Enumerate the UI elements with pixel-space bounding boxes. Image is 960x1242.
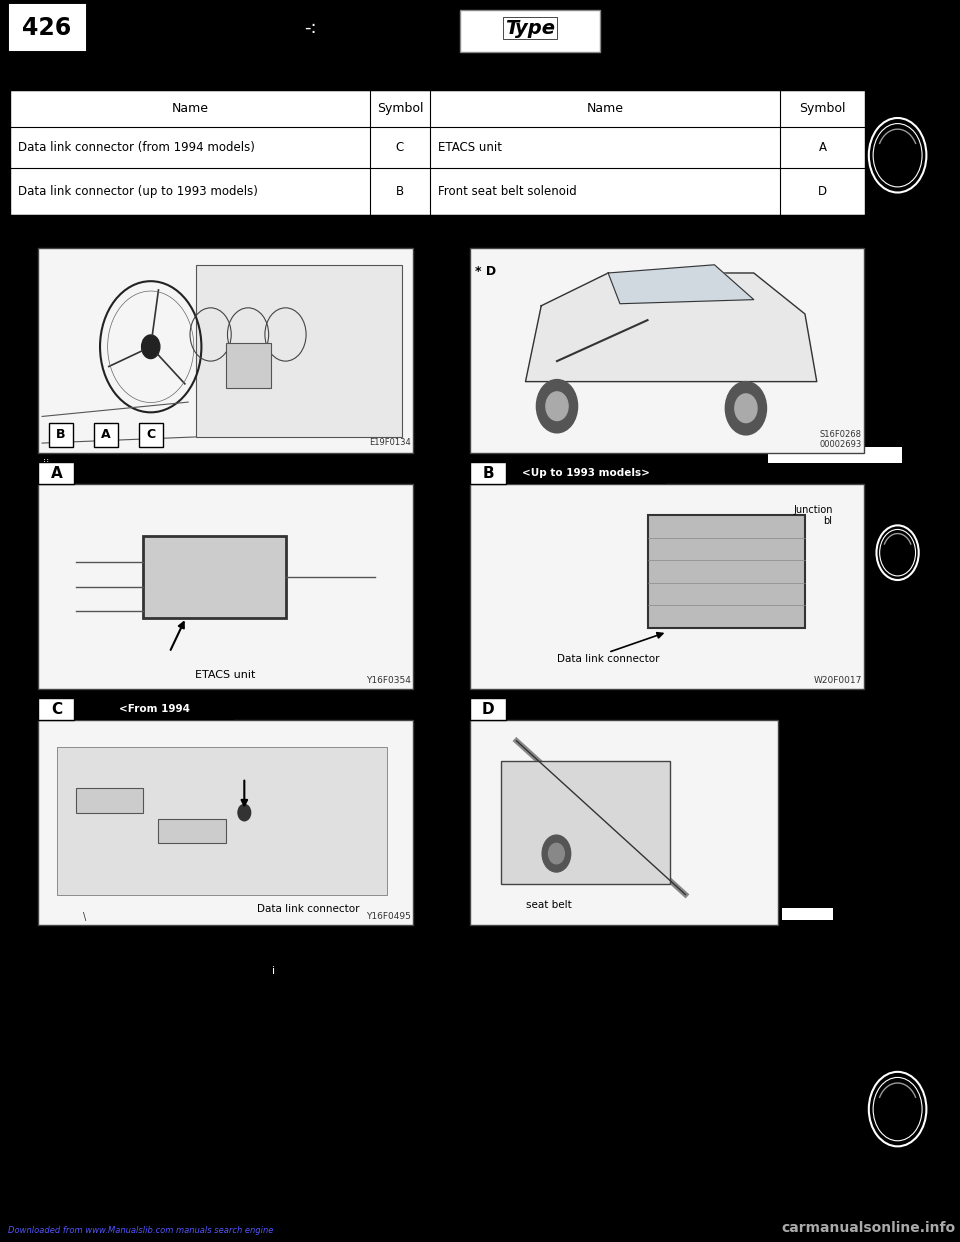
Text: Data link connector: Data link connector	[557, 653, 660, 663]
Text: B: B	[483, 466, 494, 481]
FancyBboxPatch shape	[470, 484, 864, 689]
Circle shape	[726, 381, 766, 435]
FancyBboxPatch shape	[94, 422, 118, 447]
FancyBboxPatch shape	[196, 265, 401, 437]
Text: Downloaded from www.Manualslib.com manuals search engine: Downloaded from www.Manualslib.com manua…	[8, 1226, 274, 1235]
FancyBboxPatch shape	[138, 422, 162, 447]
FancyBboxPatch shape	[75, 698, 234, 720]
Polygon shape	[609, 265, 754, 304]
Polygon shape	[525, 273, 817, 381]
Text: \: \	[84, 912, 93, 922]
FancyBboxPatch shape	[470, 248, 864, 453]
FancyBboxPatch shape	[647, 515, 804, 628]
Text: Symbol: Symbol	[376, 102, 423, 116]
FancyBboxPatch shape	[470, 698, 507, 720]
FancyBboxPatch shape	[10, 5, 85, 50]
Text: Data link connector (up to 1993 models): Data link connector (up to 1993 models)	[18, 185, 258, 197]
Text: ii: ii	[43, 460, 50, 469]
Text: A: A	[51, 466, 62, 481]
FancyBboxPatch shape	[158, 818, 226, 843]
FancyBboxPatch shape	[226, 343, 271, 388]
Text: 426: 426	[22, 16, 72, 40]
Text: Junction
bl: Junction bl	[793, 504, 832, 527]
FancyBboxPatch shape	[501, 761, 670, 884]
Text: E19F0134: E19F0134	[369, 438, 411, 447]
Text: A: A	[101, 428, 110, 441]
Text: i: i	[272, 966, 276, 976]
Text: C: C	[51, 702, 62, 717]
Text: Symbol: Symbol	[800, 102, 846, 116]
Text: Name: Name	[172, 102, 208, 116]
FancyBboxPatch shape	[10, 89, 865, 215]
Text: Type: Type	[505, 19, 555, 37]
Text: carmanualsonline.info: carmanualsonline.info	[780, 1221, 955, 1235]
Text: ETACS unit: ETACS unit	[196, 669, 255, 679]
Circle shape	[238, 805, 251, 821]
Text: <From 1994: <From 1994	[119, 704, 190, 714]
Circle shape	[548, 843, 564, 864]
Text: Name: Name	[587, 102, 623, 116]
Text: Data link connector (from 1994 models): Data link connector (from 1994 models)	[18, 142, 254, 154]
Text: seat belt: seat belt	[526, 899, 571, 910]
Text: * D: * D	[475, 265, 496, 278]
Text: C: C	[396, 142, 404, 154]
FancyBboxPatch shape	[507, 462, 666, 484]
Text: ETACS unit: ETACS unit	[438, 142, 502, 154]
Text: Z16F0465: Z16F0465	[782, 909, 831, 919]
FancyBboxPatch shape	[768, 447, 902, 463]
FancyBboxPatch shape	[58, 746, 387, 894]
FancyBboxPatch shape	[470, 462, 507, 484]
Circle shape	[734, 394, 757, 422]
Text: Front seat belt solenoid: Front seat belt solenoid	[438, 185, 577, 197]
FancyBboxPatch shape	[143, 535, 285, 617]
Circle shape	[141, 335, 160, 359]
Text: Y16F0495: Y16F0495	[366, 913, 411, 922]
Text: Data link connector: Data link connector	[256, 904, 359, 914]
Text: Y16F0354: Y16F0354	[366, 677, 411, 686]
Circle shape	[542, 835, 570, 872]
FancyBboxPatch shape	[470, 720, 778, 925]
Text: W20F0017: W20F0017	[814, 677, 862, 686]
Circle shape	[537, 380, 578, 433]
Circle shape	[546, 391, 568, 421]
FancyBboxPatch shape	[38, 720, 413, 925]
Text: B: B	[396, 185, 404, 197]
Text: C: C	[146, 428, 156, 441]
Text: B: B	[56, 428, 65, 441]
FancyBboxPatch shape	[38, 248, 413, 453]
Text: A: A	[819, 142, 827, 154]
Text: -:: -:	[303, 19, 316, 37]
FancyBboxPatch shape	[38, 484, 413, 689]
FancyBboxPatch shape	[460, 10, 600, 52]
Text: S16F0268
00002693: S16F0268 00002693	[820, 430, 862, 450]
Text: D: D	[818, 185, 828, 197]
FancyBboxPatch shape	[38, 462, 75, 484]
Text: <Up to 1993 models>: <Up to 1993 models>	[522, 468, 650, 478]
FancyBboxPatch shape	[38, 698, 75, 720]
FancyBboxPatch shape	[76, 787, 143, 812]
Text: D: D	[482, 702, 494, 717]
FancyBboxPatch shape	[0, 0, 960, 55]
FancyBboxPatch shape	[49, 422, 73, 447]
